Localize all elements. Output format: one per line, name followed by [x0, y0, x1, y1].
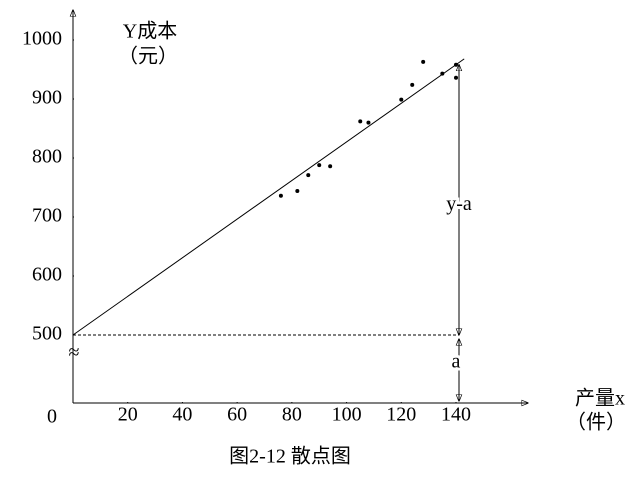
axis-break: ≈ [69, 342, 80, 364]
point [399, 97, 404, 102]
point [366, 120, 371, 125]
point [440, 71, 445, 76]
point [317, 163, 322, 168]
fit-line [72, 58, 465, 336]
x-tick-label: 140 [441, 404, 471, 426]
y-tick-label: 800 [32, 146, 62, 168]
x-tick-label: 100 [332, 404, 362, 426]
annotation: a [452, 351, 461, 373]
y-tick-label: 600 [32, 264, 62, 286]
y-tick-label: 700 [32, 205, 62, 227]
point [454, 62, 458, 67]
y-tick-label: 900 [32, 87, 62, 109]
point [454, 75, 458, 80]
x-unit: （件） [566, 411, 626, 434]
point [410, 82, 415, 87]
point [358, 119, 363, 124]
x-tick-label: 40 [172, 404, 192, 426]
origin-label: 0 [47, 406, 57, 428]
point [328, 164, 333, 169]
x-tick-label: 120 [386, 404, 416, 426]
x-tick-label: 60 [227, 404, 247, 426]
y-tick-label: 1000 [22, 28, 62, 50]
caption: 图2-12 散点图 [229, 445, 351, 468]
annotation: y-a [446, 193, 472, 215]
y-unit: （元） [118, 45, 178, 68]
y-label: Y成本 [123, 20, 177, 43]
point [306, 173, 311, 178]
y-tick-label: 500 [32, 323, 62, 345]
point [295, 189, 300, 194]
point [421, 59, 426, 64]
x-label: 产量x [575, 387, 625, 410]
point [278, 193, 283, 198]
x-tick-label: 20 [118, 404, 138, 426]
x-tick-label: 80 [282, 404, 302, 426]
